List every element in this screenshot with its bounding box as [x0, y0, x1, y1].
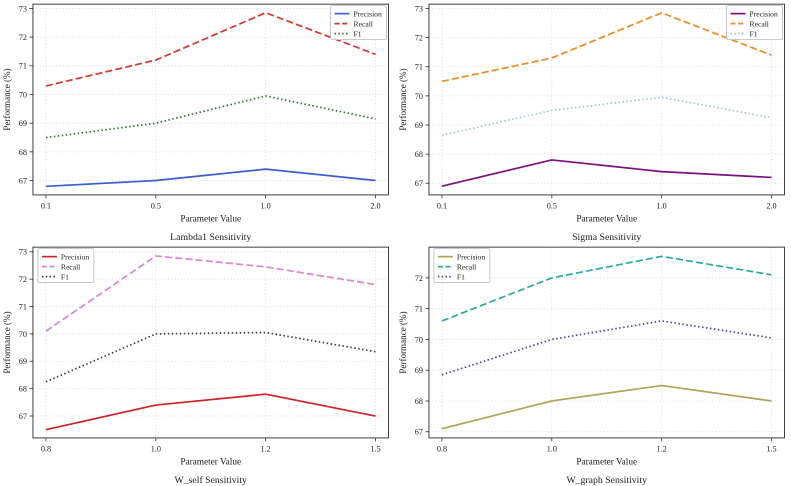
legend-label-recall: Recall	[61, 262, 80, 271]
legend-label-recall: Recall	[456, 262, 475, 271]
chart-sigma-sensitivity: 0.1 0.5 1.0 2.0 67 68 69 70 71 72 73 Parameter Valu…	[397, 3, 785, 243]
y-tick-label: 71	[19, 302, 27, 311]
x-tick-label: 0.8	[41, 444, 51, 453]
y-tick-label: 67	[414, 179, 422, 188]
y-tick-label: 72	[414, 34, 422, 43]
x-tick-label: 0.8	[436, 444, 446, 453]
y-tick-label: 71	[414, 63, 422, 72]
x-tick-label: 2.0	[766, 201, 776, 210]
x-tick-label: 0.1	[41, 201, 51, 210]
x-tick-label: 1.0	[261, 201, 271, 210]
legend-label-f1: F1	[354, 29, 362, 38]
legend-label-precision: Precision	[354, 9, 382, 18]
y-tick-label: 71	[19, 62, 27, 71]
series-line-precision	[441, 384, 772, 430]
legend-label-recall: Recall	[749, 19, 768, 28]
series-line-f1	[45, 95, 376, 139]
series-line-precision	[45, 168, 376, 188]
chart-cell-w-graph: 0.8 1.0 1.2 1.5 67 68 69 70 71 72 Parameter Value P…	[396, 243, 791, 486]
legend-label-precision: Precision	[61, 252, 89, 261]
series-line-recall	[441, 11, 772, 83]
legend-label-f1: F1	[749, 29, 757, 38]
x-tick-label: 0.5	[546, 201, 556, 210]
chart-caption: W_graph Sensitivity	[566, 475, 647, 486]
chart-w-self-sensitivity: 0.8 1.0 1.2 1.5 67 68 69 70 71 72 73 Parameter Valu…	[2, 246, 389, 486]
series-line-recall	[45, 11, 376, 87]
plot-area	[428, 4, 785, 195]
legend-label-precision: Precision	[456, 252, 484, 261]
y-tick-label: 73	[19, 248, 27, 257]
y-tick-label: 68	[19, 385, 27, 394]
chart-caption: Lambda1 Sensitivity	[170, 232, 251, 243]
y-tick-label: 72	[19, 275, 27, 284]
y-tick-label: 67	[414, 428, 422, 437]
series-line-f1	[441, 96, 772, 137]
legend-label-f1: F1	[61, 272, 69, 281]
x-axis-label: Parameter Value	[576, 457, 637, 467]
y-tick-label: 73	[414, 4, 422, 13]
chart-cell-w-self: 0.8 1.0 1.2 1.5 67 68 69 70 71 72 73 Parameter Valu…	[0, 243, 396, 486]
y-tick-label: 70	[19, 330, 27, 339]
axes-frame	[428, 246, 785, 439]
y-tick-label: 67	[19, 412, 27, 421]
x-tick-label: 1.0	[151, 444, 161, 453]
x-tick-label: 1.0	[546, 444, 556, 453]
x-axis-label: Parameter Value	[180, 214, 241, 224]
y-tick-label: 67	[19, 176, 27, 185]
axes-frame	[428, 3, 785, 196]
y-tick-label: 68	[19, 148, 27, 157]
y-axis-label: Performance (%)	[2, 311, 12, 373]
series-line-recall	[45, 255, 376, 332]
chart-lambda1-sensitivity: 0.1 0.5 1.0 2.0 67 68 69 70 71 72 73 Parameter Valu…	[2, 3, 389, 243]
chart-cell-lambda1: 0.1 0.5 1.0 2.0 67 68 69 70 71 72 73 Parameter Valu…	[0, 0, 396, 243]
x-tick-label: 2.0	[370, 201, 380, 210]
y-tick-label: 69	[414, 366, 422, 375]
y-tick-label: 73	[19, 4, 27, 13]
y-axis-label: Performance (%)	[2, 68, 12, 130]
y-axis-label: Performance (%)	[397, 68, 407, 130]
series-line-precision	[45, 393, 376, 431]
x-tick-label: 1.5	[370, 444, 380, 453]
y-tick-label: 71	[414, 305, 422, 314]
chart-caption: W_self Sensitivity	[175, 475, 248, 486]
y-tick-label: 70	[414, 335, 422, 344]
x-tick-label: 0.5	[151, 201, 161, 210]
series-line-recall	[441, 255, 772, 322]
x-tick-label: 1.2	[261, 444, 271, 453]
axes-frame	[32, 246, 389, 439]
legend-label-precision: Precision	[749, 9, 777, 18]
x-tick-label: 0.1	[436, 201, 446, 210]
y-tick-label: 70	[19, 90, 27, 99]
y-tick-label: 70	[414, 92, 422, 101]
axes-frame	[32, 3, 389, 196]
chart-caption: Sigma Sensitivity	[572, 232, 641, 243]
x-tick-label: 1.2	[656, 444, 666, 453]
series-line-precision	[441, 159, 772, 188]
y-tick-label: 68	[414, 150, 422, 159]
y-tick-label: 69	[414, 121, 422, 130]
legend-label-f1: F1	[456, 272, 464, 281]
y-tick-label: 68	[414, 397, 422, 406]
y-tick-label: 69	[19, 119, 27, 128]
chart-w-graph-sensitivity: 0.8 1.0 1.2 1.5 67 68 69 70 71 72 Parameter Value P…	[397, 246, 785, 486]
legend-label-recall: Recall	[354, 19, 373, 28]
chart-cell-sigma: 0.1 0.5 1.0 2.0 67 68 69 70 71 72 73 Parameter Valu…	[396, 0, 791, 243]
y-tick-label: 69	[19, 357, 27, 366]
y-tick-label: 72	[414, 274, 422, 283]
x-axis-label: Parameter Value	[180, 457, 241, 467]
y-tick-label: 72	[19, 33, 27, 42]
y-axis-label: Performance (%)	[397, 311, 407, 373]
x-axis-label: Parameter Value	[576, 214, 637, 224]
x-tick-label: 1.5	[766, 444, 776, 453]
x-tick-label: 1.0	[656, 201, 666, 210]
